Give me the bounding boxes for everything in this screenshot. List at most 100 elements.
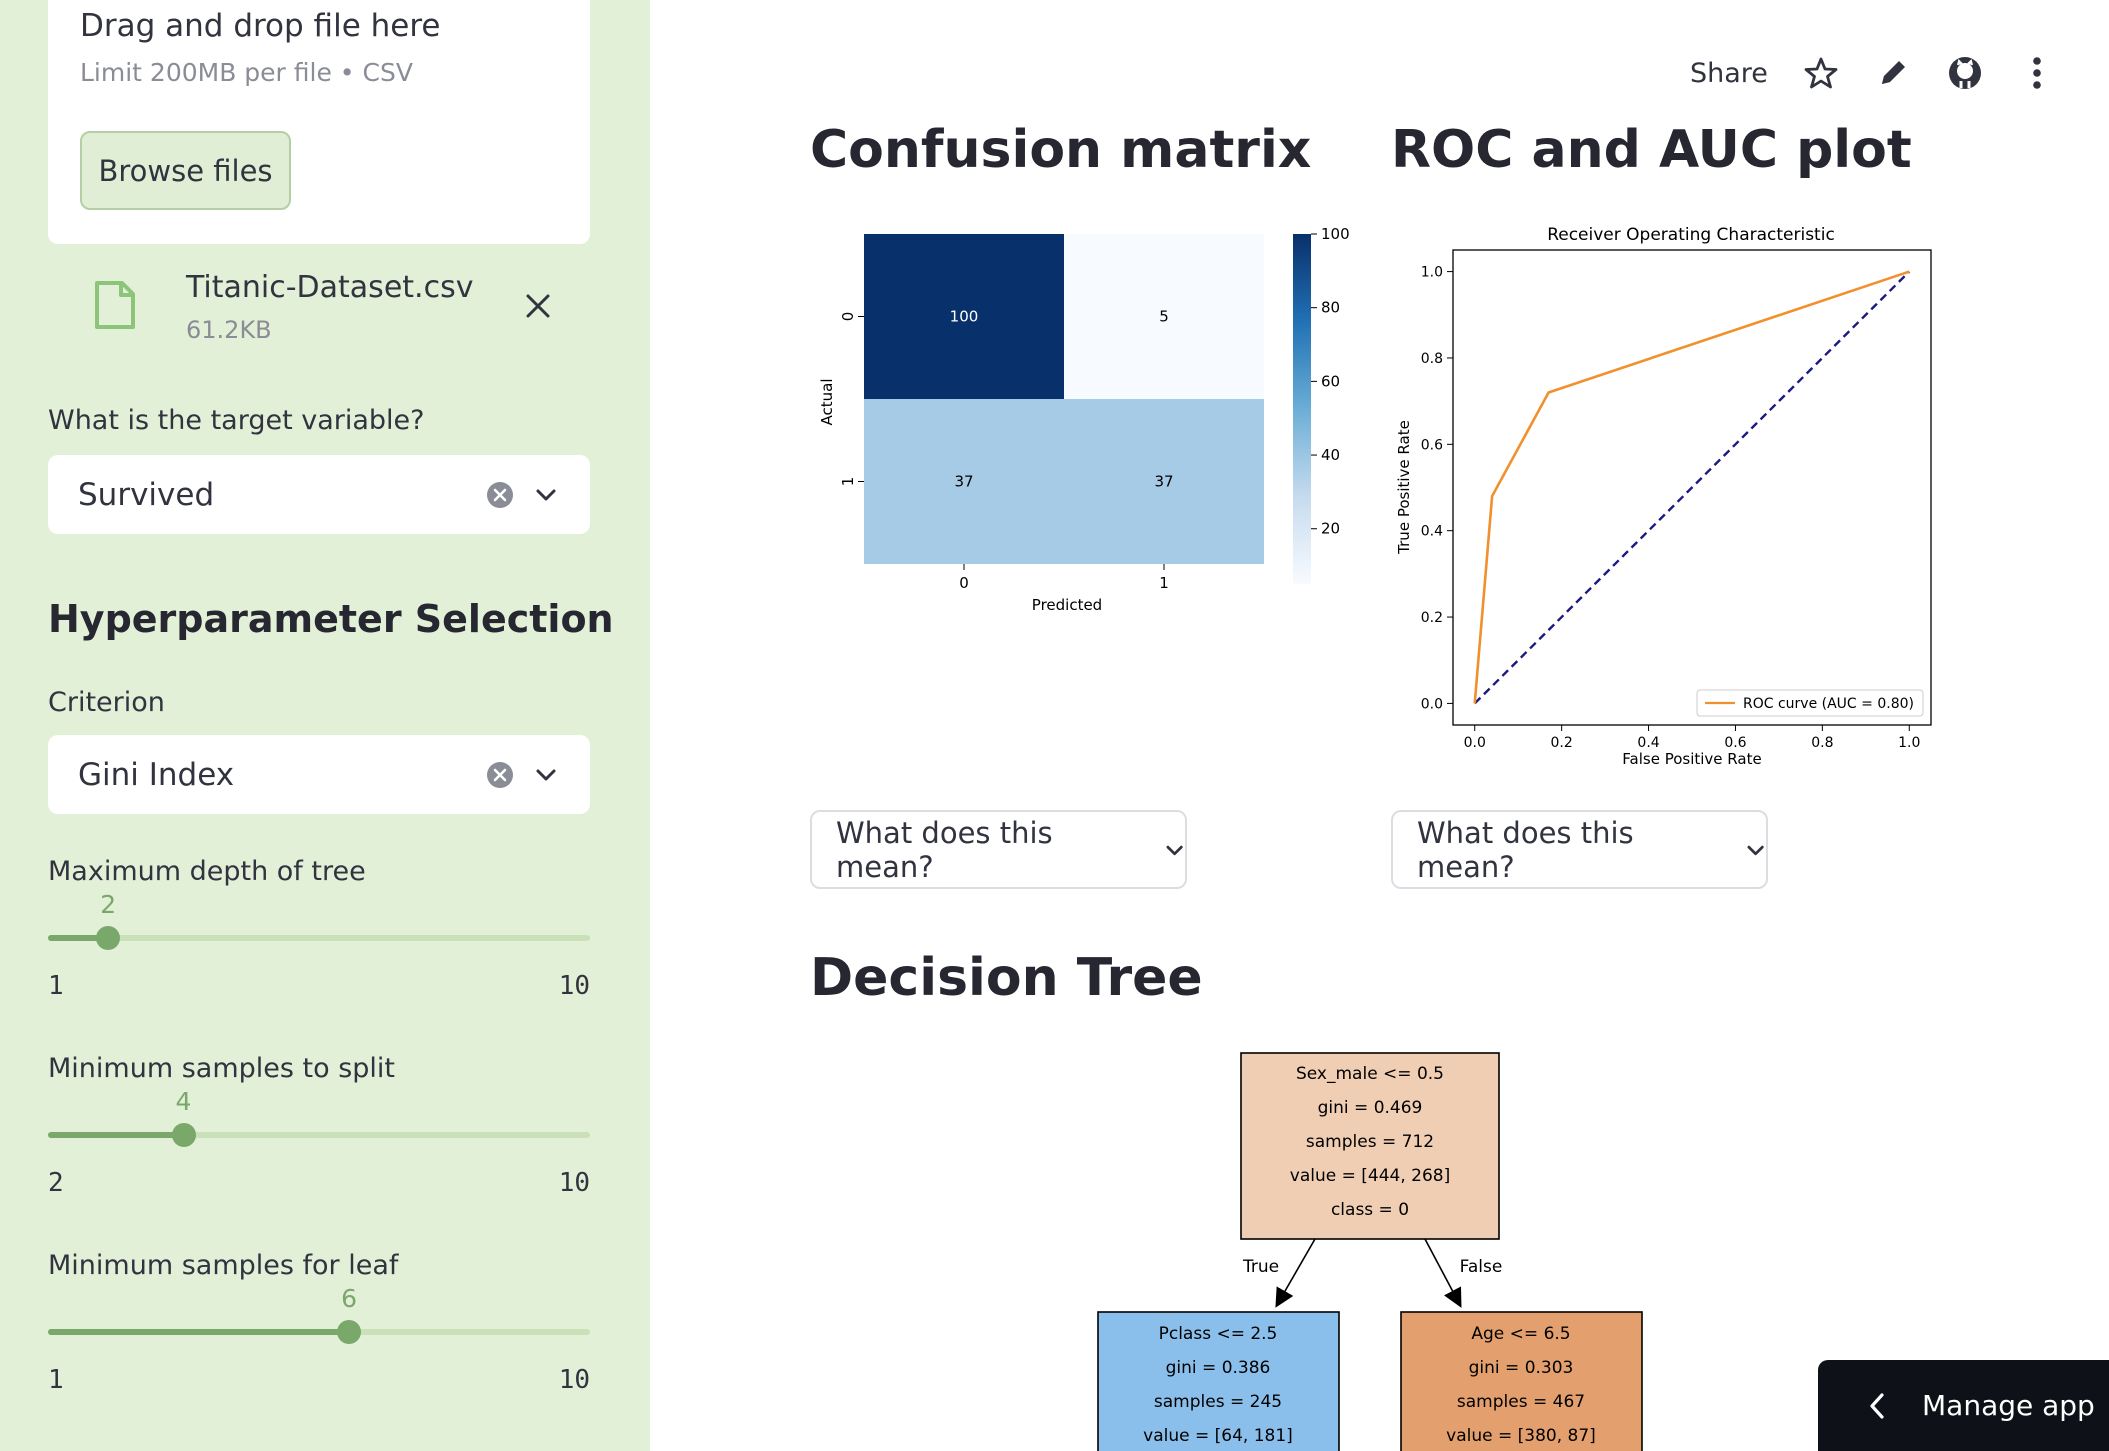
heatmap-cell [864, 234, 1064, 399]
tree-node-line: gini = 0.469 [1318, 1098, 1423, 1118]
slider-value: 4 [175, 1087, 192, 1116]
y-tick-label: 0.8 [1421, 351, 1443, 367]
chevron-down-icon[interactable] [534, 763, 558, 787]
share-button[interactable]: Share [1690, 57, 1768, 89]
x-tick-label: 0.0 [1464, 735, 1486, 751]
sidebar: Drag and drop file here Limit 200MB per … [0, 0, 650, 1451]
y-tick-label: 0.2 [1421, 610, 1443, 626]
edge-false-label: False [1460, 1257, 1503, 1277]
roc-curve-line [1473, 270, 1910, 704]
slider-track[interactable] [48, 926, 590, 950]
y-tick-label: 0.4 [1421, 524, 1443, 540]
slider-thumb[interactable] [171, 1123, 196, 1147]
heatmap-cell [1064, 399, 1264, 564]
heatmap-cell [864, 399, 1064, 564]
roc-chart: Receiver Operating Characteristic 0.0 0.2… [1391, 220, 1951, 780]
chevron-down-icon[interactable] [534, 483, 558, 507]
tree-node-line: value = [380, 87] [1446, 1426, 1596, 1446]
tree-node-line: gini = 0.303 [1469, 1358, 1574, 1378]
colorbar-tick-label: 40 [1321, 446, 1340, 464]
colorbar-tick-label: 60 [1321, 372, 1340, 390]
x-tick-label: 0 [959, 574, 969, 592]
chevron-left-icon [1870, 1392, 1884, 1419]
chevron-down-icon [1166, 845, 1183, 855]
slider-thumb[interactable] [96, 926, 121, 950]
cell-value-label: 5 [1159, 308, 1169, 326]
roc-auc-heading: ROC and AUC plot [1391, 120, 1912, 180]
y-tick-label: 0.6 [1421, 437, 1443, 453]
slider-min: 2 [48, 1168, 64, 1198]
tree-node-line: value = [444, 268] [1290, 1166, 1450, 1186]
manage-app-label: Manage app [1922, 1389, 2095, 1422]
max-depth-slider: Maximum depth of tree 2 1 10 [48, 856, 590, 1001]
colorbar [1293, 234, 1311, 584]
colorbar-tick-label: 100 [1321, 225, 1350, 243]
tree-edge-false [1424, 1238, 1462, 1308]
slider-label: Maximum depth of tree [48, 856, 366, 887]
x-tick-label: 0.8 [1811, 735, 1833, 751]
slider-fill [48, 1329, 350, 1335]
file-uploader-dropzone[interactable]: Drag and drop file here Limit 200MB per … [48, 0, 590, 244]
browse-files-button[interactable]: Browse files [80, 131, 291, 210]
manage-app-button[interactable]: Manage app [1818, 1360, 2109, 1451]
x-tick-label: 1.0 [1898, 735, 1920, 751]
x-tick-label: 0.6 [1724, 735, 1746, 751]
slider-value: 2 [100, 890, 117, 919]
slider-label: Minimum samples for leaf [48, 1250, 399, 1281]
github-icon[interactable] [1946, 54, 1984, 92]
pencil-icon[interactable] [1874, 54, 1912, 92]
confusion-matrix-heading: Confusion matrix [810, 120, 1312, 180]
clear-selection-icon[interactable] [486, 481, 514, 509]
right-node-text: Age <= 6.5 gini = 0.303 samples = 467 value… [1446, 1324, 1596, 1446]
edge-true-label: True [1242, 1257, 1279, 1277]
slider-fill [48, 935, 109, 941]
colorbar-tick-label: 20 [1321, 520, 1340, 538]
remove-file-icon[interactable] [522, 290, 554, 322]
clear-selection-icon[interactable] [486, 761, 514, 789]
slider-thumb[interactable] [337, 1320, 362, 1344]
root-node-text: Sex_male <= 0.5 gini = 0.469 samples = 712… [1290, 1064, 1450, 1220]
criterion-select[interactable]: Gini Index [48, 735, 590, 814]
slider-track[interactable] [48, 1320, 590, 1344]
min-samples-leaf-slider: Minimum samples for leaf 6 1 10 [48, 1250, 590, 1395]
cell-value-label: 37 [954, 473, 973, 491]
hyperparameter-section-title: Hyperparameter Selection [48, 597, 614, 641]
slider-fill [48, 1132, 184, 1138]
tree-node-line: Age <= 6.5 [1471, 1324, 1570, 1344]
colorbar-tick-label: 80 [1321, 299, 1340, 317]
uploader-limit-text: Limit 200MB per file • CSV [80, 58, 413, 87]
slider-value: 6 [341, 1284, 358, 1313]
tree-left-node [1097, 1311, 1340, 1451]
star-icon[interactable] [1802, 54, 1840, 92]
y-tick-label: 0 [839, 312, 857, 322]
uploader-title: Drag and drop file here [80, 8, 441, 44]
roc-series [1473, 270, 1911, 705]
slider-track[interactable] [48, 1123, 590, 1147]
y-tick-label: 0.0 [1421, 696, 1443, 712]
more-vertical-icon[interactable] [2018, 54, 2056, 92]
x-axis-label: Predicted [1032, 596, 1102, 614]
tree-node-line: Sex_male <= 0.5 [1296, 1064, 1444, 1084]
x-tick-label: 1 [1159, 574, 1169, 592]
y-tick-label: 1 [839, 477, 857, 487]
slider-max: 10 [558, 1168, 590, 1198]
chevron-down-icon [1747, 845, 1764, 855]
tree-node-line: samples = 245 [1154, 1392, 1282, 1412]
criterion-label: Criterion [48, 687, 165, 718]
legend: ROC curve (AUC = 0.80) [1696, 689, 1924, 717]
tree-node-line: class = 0 [1331, 1200, 1409, 1220]
tree-node-line: value = [64, 181] [1143, 1426, 1293, 1446]
target-variable-select[interactable]: Survived [48, 455, 590, 534]
y-tick-label: 1.0 [1421, 265, 1443, 281]
left-node-text: Pclass <= 2.5 gini = 0.386 samples = 245 va… [1143, 1324, 1293, 1446]
decision-tree-heading: Decision Tree [810, 948, 1203, 1008]
slider-min: 1 [48, 1365, 64, 1395]
tree-node-line: samples = 712 [1306, 1132, 1434, 1152]
confusion-explainer-expander[interactable]: What does this mean? [810, 810, 1187, 889]
uploaded-file-row: Titanic-Dataset.csv 61.2KB [48, 262, 590, 354]
target-variable-label: What is the target variable? [48, 405, 425, 436]
roc-explainer-expander[interactable]: What does this mean? [1391, 810, 1768, 889]
cell-value-label: 100 [950, 308, 979, 326]
tree-edge-true [1275, 1238, 1316, 1308]
slider-max: 10 [558, 1365, 590, 1395]
